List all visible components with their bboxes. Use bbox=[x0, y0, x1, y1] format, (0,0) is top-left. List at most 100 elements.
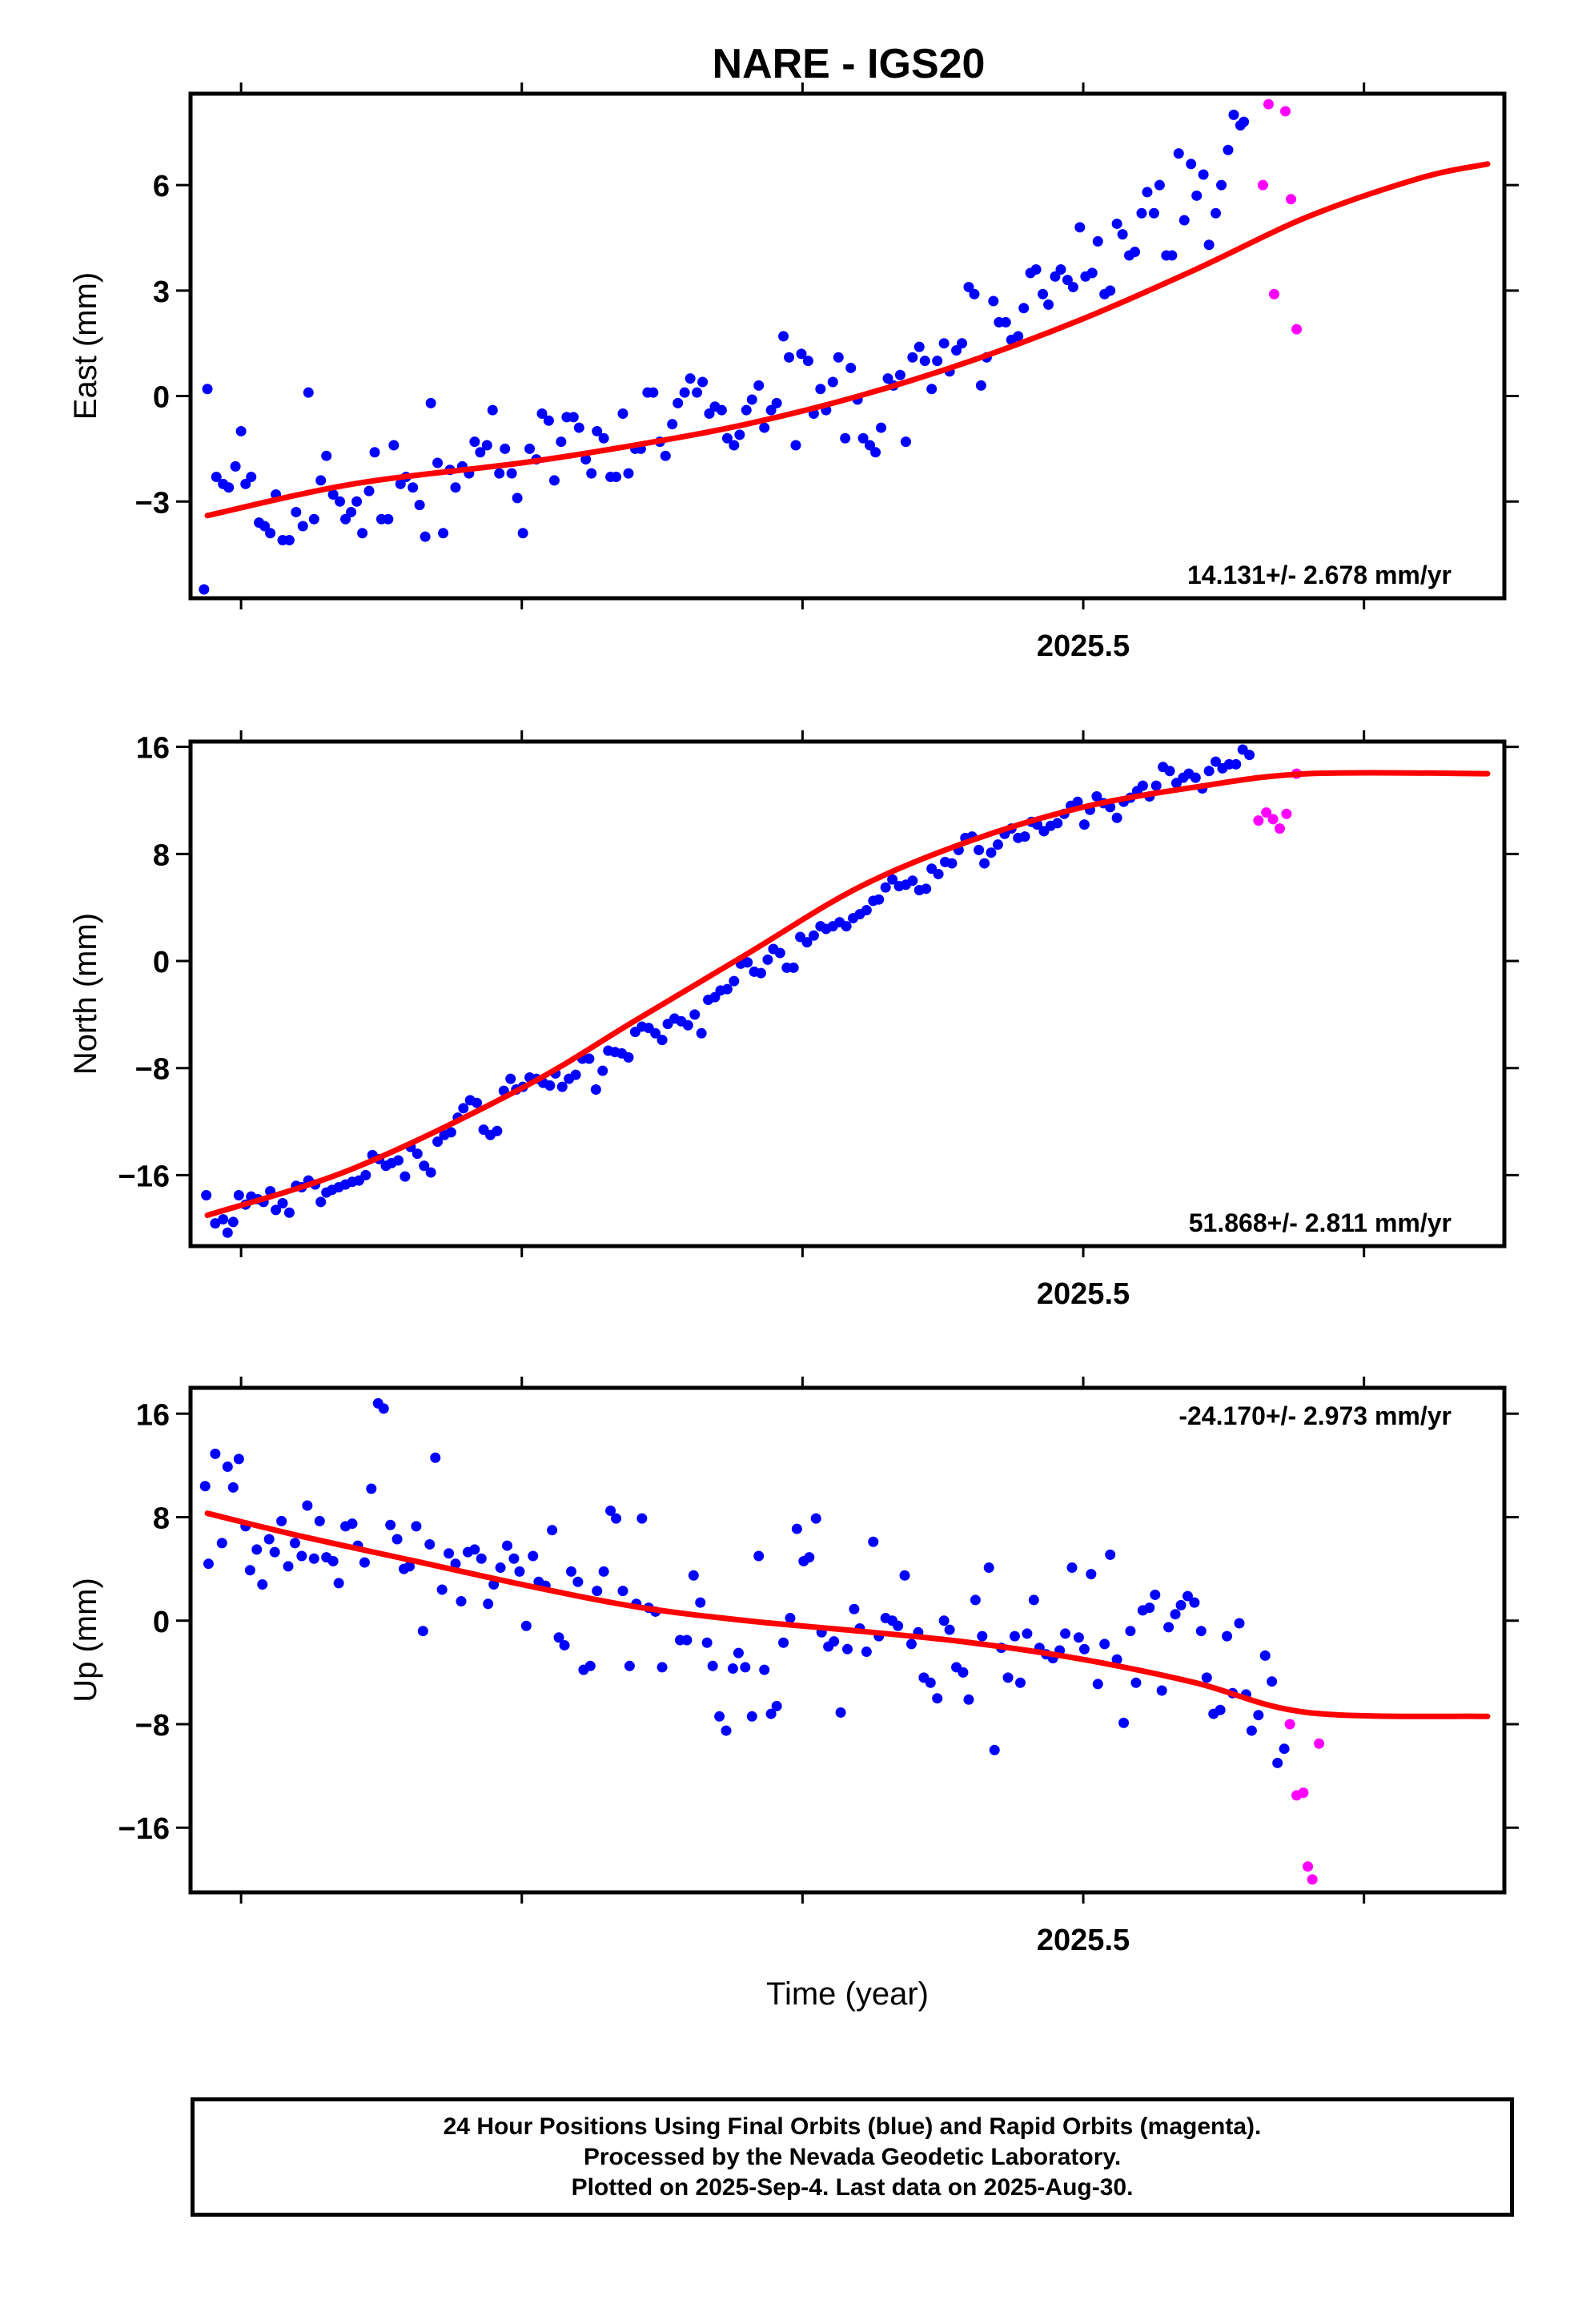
final-orbit-point bbox=[1055, 264, 1066, 275]
final-orbit-point bbox=[1111, 812, 1122, 823]
final-orbit-point bbox=[378, 1403, 389, 1414]
final-orbit-point bbox=[1259, 1650, 1271, 1661]
final-orbit-point bbox=[753, 1550, 765, 1562]
final-orbit-point bbox=[572, 1576, 584, 1587]
final-orbit-point bbox=[445, 1127, 456, 1138]
final-orbit-point bbox=[584, 1053, 595, 1064]
final-orbit-point bbox=[283, 1207, 295, 1218]
final-orbit-point bbox=[905, 1638, 917, 1650]
final-orbit-point bbox=[1002, 1672, 1014, 1683]
final-orbit-point bbox=[880, 882, 891, 893]
final-orbit-point bbox=[289, 1538, 300, 1549]
final-orbit-point bbox=[432, 457, 444, 468]
final-orbit-point bbox=[1203, 766, 1215, 777]
final-orbit-point bbox=[1198, 169, 1209, 180]
final-orbit-point bbox=[762, 954, 773, 965]
final-orbit-point bbox=[759, 1664, 770, 1675]
final-orbit-point bbox=[650, 1027, 661, 1039]
final-orbit-point bbox=[528, 1550, 539, 1562]
final-orbit-point bbox=[932, 1693, 943, 1704]
final-orbit-point bbox=[685, 373, 696, 384]
final-orbit-point bbox=[734, 429, 745, 440]
velocity-rate-label: 51.868+/- 2.811 mm/yr bbox=[1189, 1208, 1452, 1237]
final-orbit-point bbox=[400, 1171, 411, 1182]
final-orbit-point bbox=[1130, 1677, 1142, 1688]
final-orbit-point bbox=[771, 397, 782, 408]
y-axis-label: Up (mm) bbox=[68, 1578, 103, 1703]
final-orbit-point bbox=[547, 1525, 558, 1536]
final-orbit-point bbox=[790, 440, 801, 451]
final-orbit-point bbox=[729, 975, 740, 987]
final-orbit-point bbox=[707, 1660, 718, 1671]
final-orbit-point bbox=[598, 1566, 609, 1577]
final-orbit-point bbox=[1279, 1743, 1290, 1755]
y-tick-label: 8 bbox=[153, 838, 170, 872]
final-orbit-point bbox=[1060, 1628, 1071, 1639]
final-orbit-point bbox=[926, 384, 938, 395]
final-orbit-point bbox=[360, 1169, 371, 1180]
final-orbit-point bbox=[395, 478, 406, 489]
final-orbit-point bbox=[514, 1566, 525, 1577]
final-orbit-point bbox=[327, 1555, 339, 1566]
final-orbit-point bbox=[1009, 1630, 1020, 1642]
final-orbit-point bbox=[414, 500, 425, 511]
final-orbit-point bbox=[778, 331, 789, 342]
final-orbit-point bbox=[870, 447, 881, 458]
final-orbit-point bbox=[753, 380, 765, 391]
final-orbit-point bbox=[1189, 1597, 1200, 1608]
final-orbit-point bbox=[469, 1544, 480, 1555]
final-orbit-point bbox=[778, 1637, 789, 1648]
final-orbit-point bbox=[624, 1660, 635, 1671]
final-orbit-point bbox=[648, 387, 659, 398]
final-orbit-point bbox=[1246, 1725, 1257, 1736]
final-orbit-point bbox=[1105, 1549, 1116, 1560]
final-orbit-point bbox=[302, 1500, 313, 1511]
final-orbit-point bbox=[617, 1586, 628, 1597]
final-orbit-point bbox=[520, 1620, 532, 1631]
final-orbit-point bbox=[411, 1521, 422, 1532]
final-orbit-point bbox=[835, 1707, 846, 1718]
figure-title: NARE - IGS20 bbox=[713, 41, 986, 87]
final-orbit-point bbox=[704, 408, 715, 420]
final-orbit-point bbox=[1228, 109, 1239, 120]
final-orbit-point bbox=[746, 394, 757, 405]
final-orbit-point bbox=[201, 1189, 212, 1200]
final-orbit-point bbox=[271, 1204, 282, 1216]
final-orbit-point bbox=[857, 432, 869, 444]
final-orbit-point bbox=[458, 1103, 469, 1114]
final-orbit-point bbox=[508, 1553, 520, 1564]
final-orbit-point bbox=[1223, 144, 1234, 155]
final-orbit-point bbox=[222, 1227, 233, 1238]
final-orbit-point bbox=[335, 496, 346, 507]
final-orbit-point bbox=[222, 1462, 233, 1473]
final-orbit-point bbox=[1018, 303, 1030, 314]
final-orbit-point bbox=[199, 1481, 211, 1492]
final-orbit-point bbox=[586, 468, 597, 479]
final-orbit-point bbox=[1148, 207, 1159, 219]
final-orbit-point bbox=[505, 1073, 516, 1084]
final-orbit-point bbox=[240, 478, 251, 489]
rapid-orbit-point bbox=[1261, 807, 1272, 818]
final-orbit-point bbox=[203, 1558, 214, 1570]
rapid-orbit-point bbox=[1274, 823, 1285, 834]
final-orbit-point bbox=[556, 436, 567, 448]
final-orbit-point bbox=[1211, 756, 1222, 767]
final-orbit-point bbox=[500, 443, 511, 454]
y-tick-label: 0 bbox=[153, 381, 170, 415]
final-orbit-point bbox=[321, 450, 332, 461]
final-orbit-point bbox=[1203, 239, 1215, 251]
final-orbit-point bbox=[975, 380, 986, 391]
final-orbit-point bbox=[1244, 750, 1255, 761]
final-orbit-point bbox=[450, 482, 461, 493]
final-orbit-point bbox=[721, 983, 733, 995]
final-orbit-point bbox=[759, 422, 770, 433]
final-orbit-point bbox=[900, 436, 911, 448]
final-orbit-point bbox=[1216, 179, 1227, 191]
rapid-orbit-point bbox=[1291, 324, 1303, 335]
final-orbit-point bbox=[391, 1534, 403, 1545]
final-orbit-point bbox=[333, 1578, 344, 1589]
final-orbit-point bbox=[729, 440, 740, 451]
final-orbit-point bbox=[1164, 766, 1175, 777]
rapid-orbit-point bbox=[1257, 179, 1268, 191]
final-orbit-point bbox=[598, 432, 609, 444]
